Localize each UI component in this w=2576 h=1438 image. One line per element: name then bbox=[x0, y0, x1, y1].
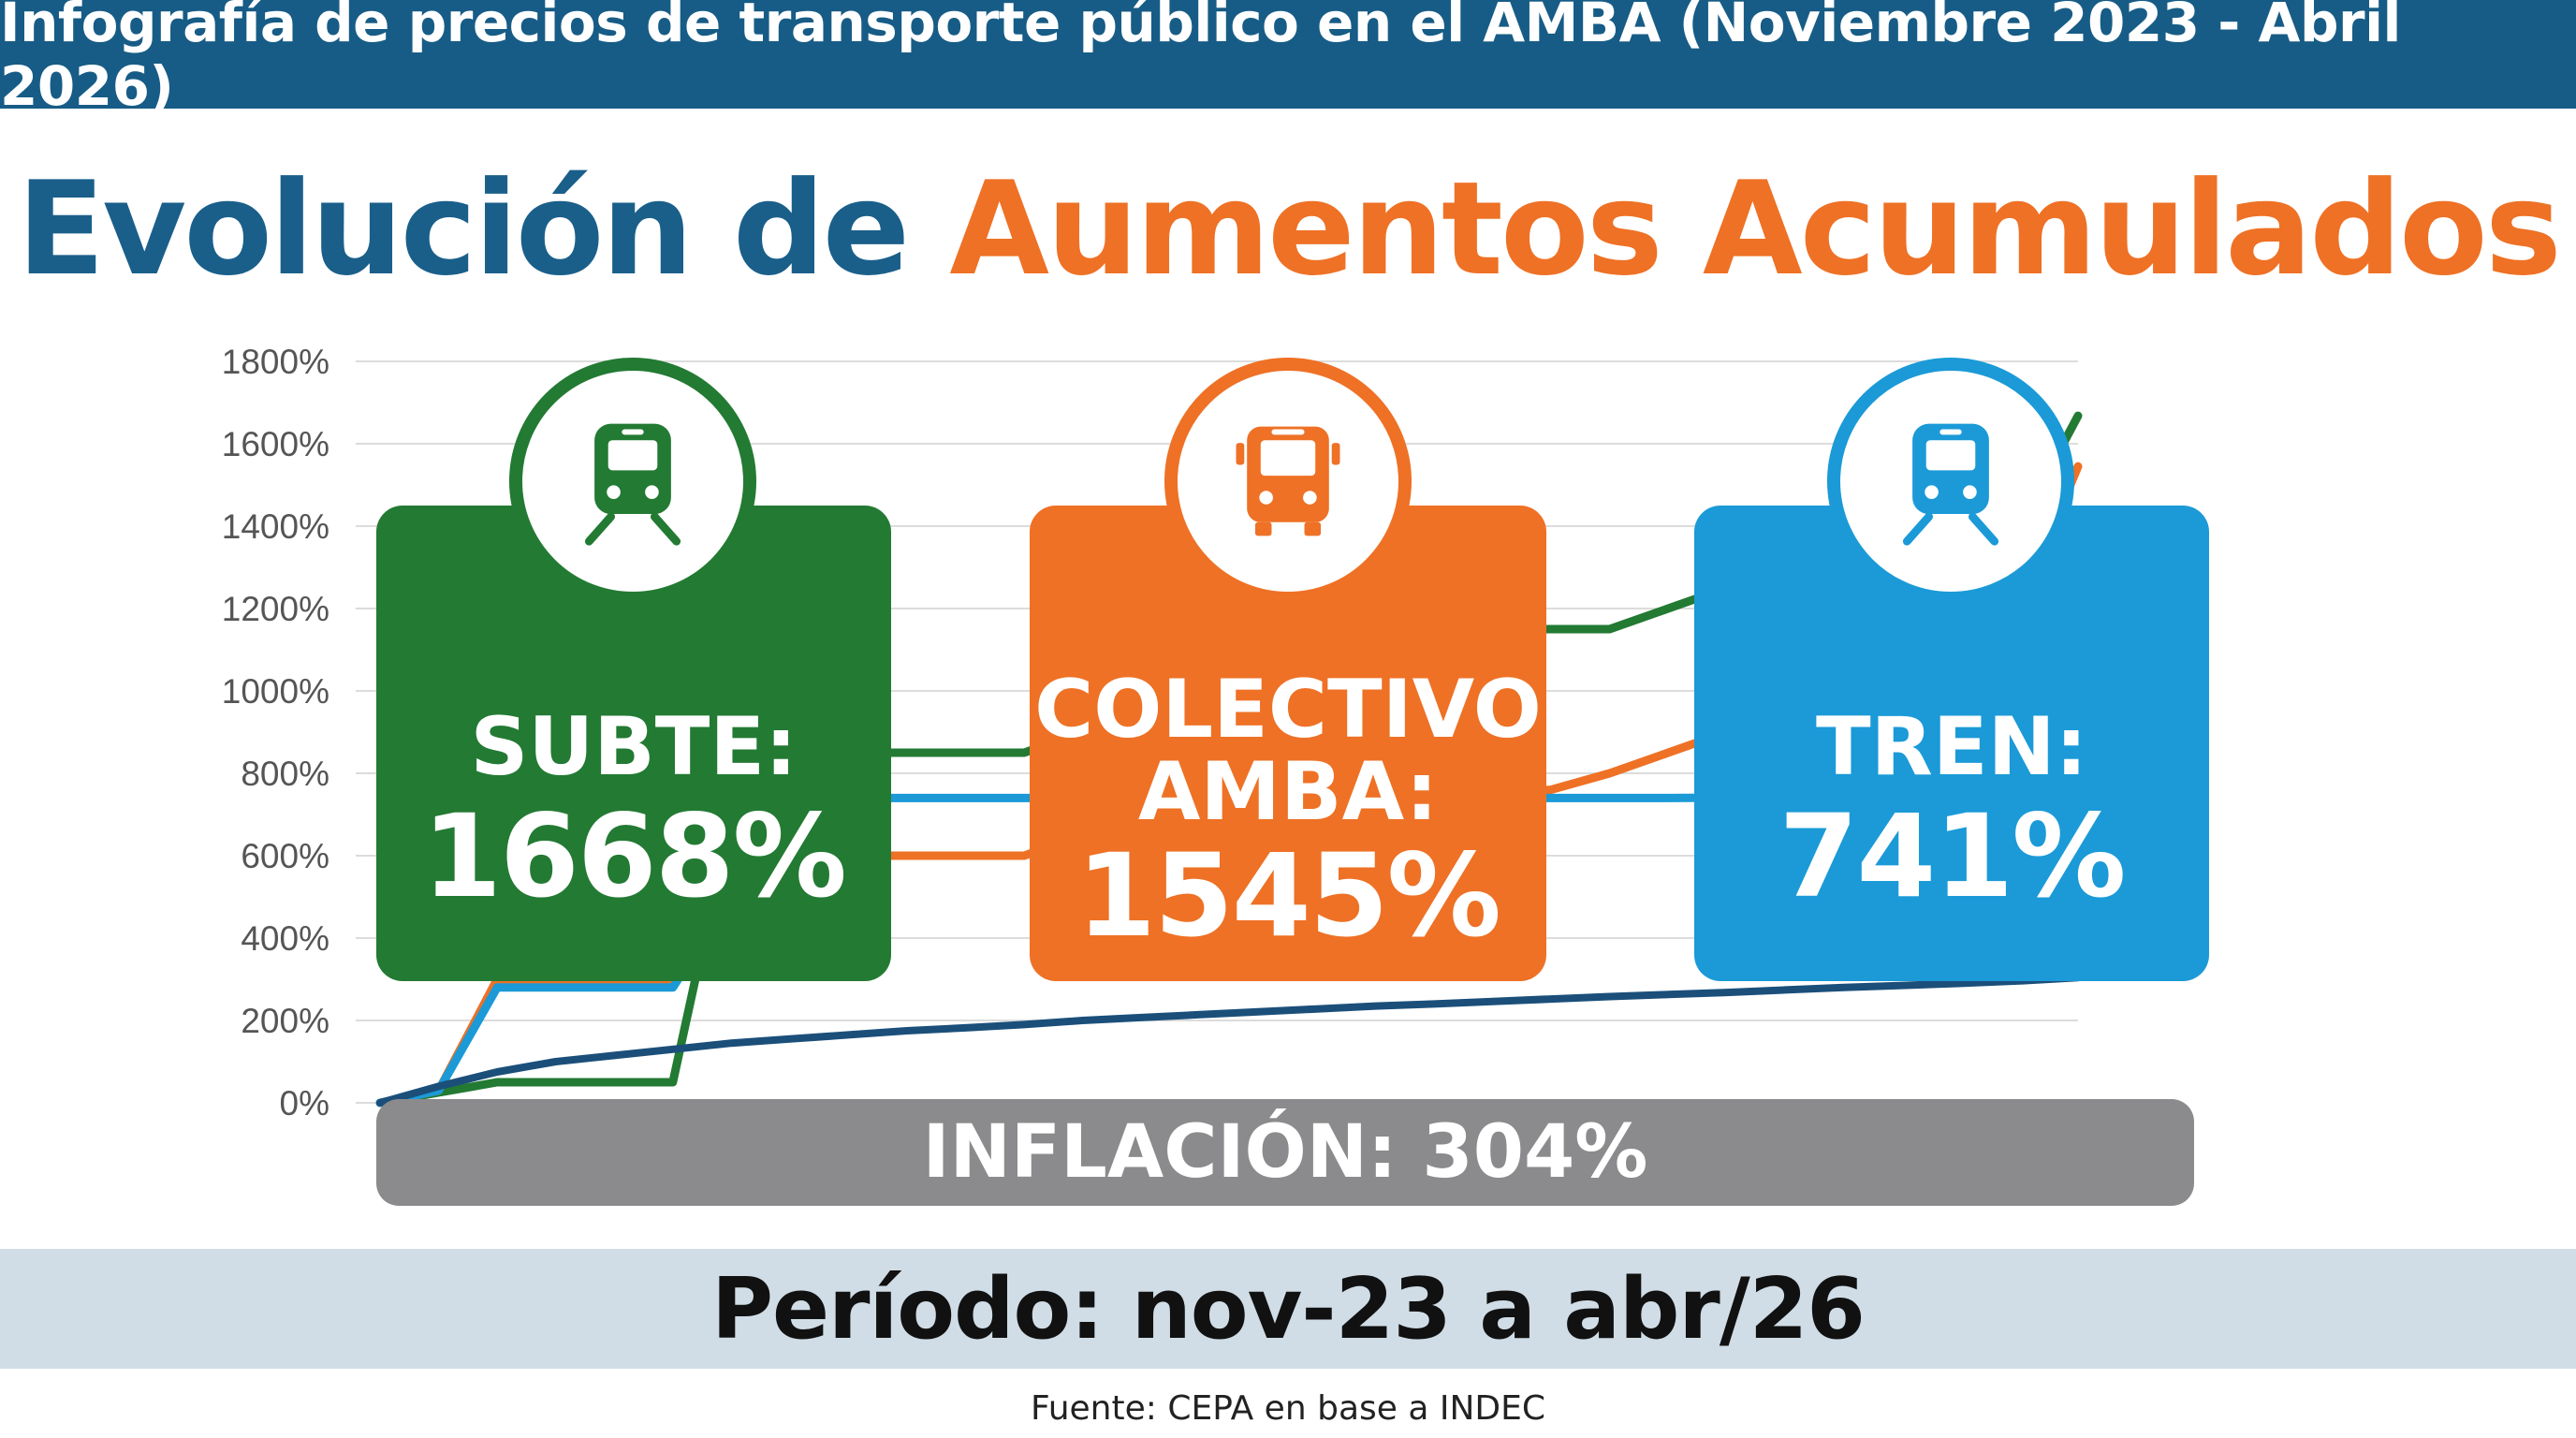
colectivo-value: 1545% bbox=[1076, 829, 1501, 962]
colectivo-card: COLECTIVO AMBA: 1545% bbox=[1030, 506, 1546, 981]
train-icon bbox=[509, 358, 756, 605]
subte-value: 1668% bbox=[422, 790, 847, 923]
inflation-bar: INFLACIÓN: 304% bbox=[376, 1099, 2194, 1206]
tren-label: TREN: bbox=[1816, 700, 2087, 794]
y-tick-label: 1200% bbox=[222, 590, 329, 628]
title-part-evolucion: Evolución de bbox=[17, 154, 910, 304]
header-banner: Infografía de precios de transporte públ… bbox=[0, 0, 2576, 118]
y-tick-label: 400% bbox=[241, 919, 329, 958]
colectivo-label-line1: COLECTIVO bbox=[1034, 663, 1542, 756]
colectivo-label-line2: AMBA: bbox=[1137, 745, 1439, 839]
period-label: Período: nov-23 a abr/26 bbox=[0, 1249, 2576, 1369]
title-part-aumentos: Aumentos Acumulados bbox=[949, 154, 2562, 304]
y-tick-label: 600% bbox=[241, 837, 329, 875]
y-tick-label: 1400% bbox=[222, 507, 329, 546]
y-tick-label: 800% bbox=[241, 755, 329, 793]
y-tick-label: 0% bbox=[280, 1084, 329, 1123]
page-title: Evolución de Aumentos Acumulados bbox=[0, 150, 2576, 309]
tren-value: 741% bbox=[1778, 790, 2127, 923]
source-note: Fuente: CEPA en base a INDEC bbox=[1030, 1389, 1546, 1428]
y-tick-label: 200% bbox=[241, 1002, 329, 1040]
series-line-inflacion bbox=[376, 974, 2082, 1107]
y-tick-label: 1600% bbox=[222, 425, 329, 463]
y-tick-label: 1800% bbox=[222, 343, 329, 381]
bus-icon bbox=[1164, 358, 1412, 605]
subte-label: SUBTE: bbox=[470, 700, 798, 794]
train-icon bbox=[1827, 358, 2074, 605]
y-tick-label: 1000% bbox=[222, 672, 329, 711]
y-axis-ticks: 0% 200% 400% 600% 800% 1000% 1200% 1400% 1600% 18… bbox=[222, 343, 329, 1123]
